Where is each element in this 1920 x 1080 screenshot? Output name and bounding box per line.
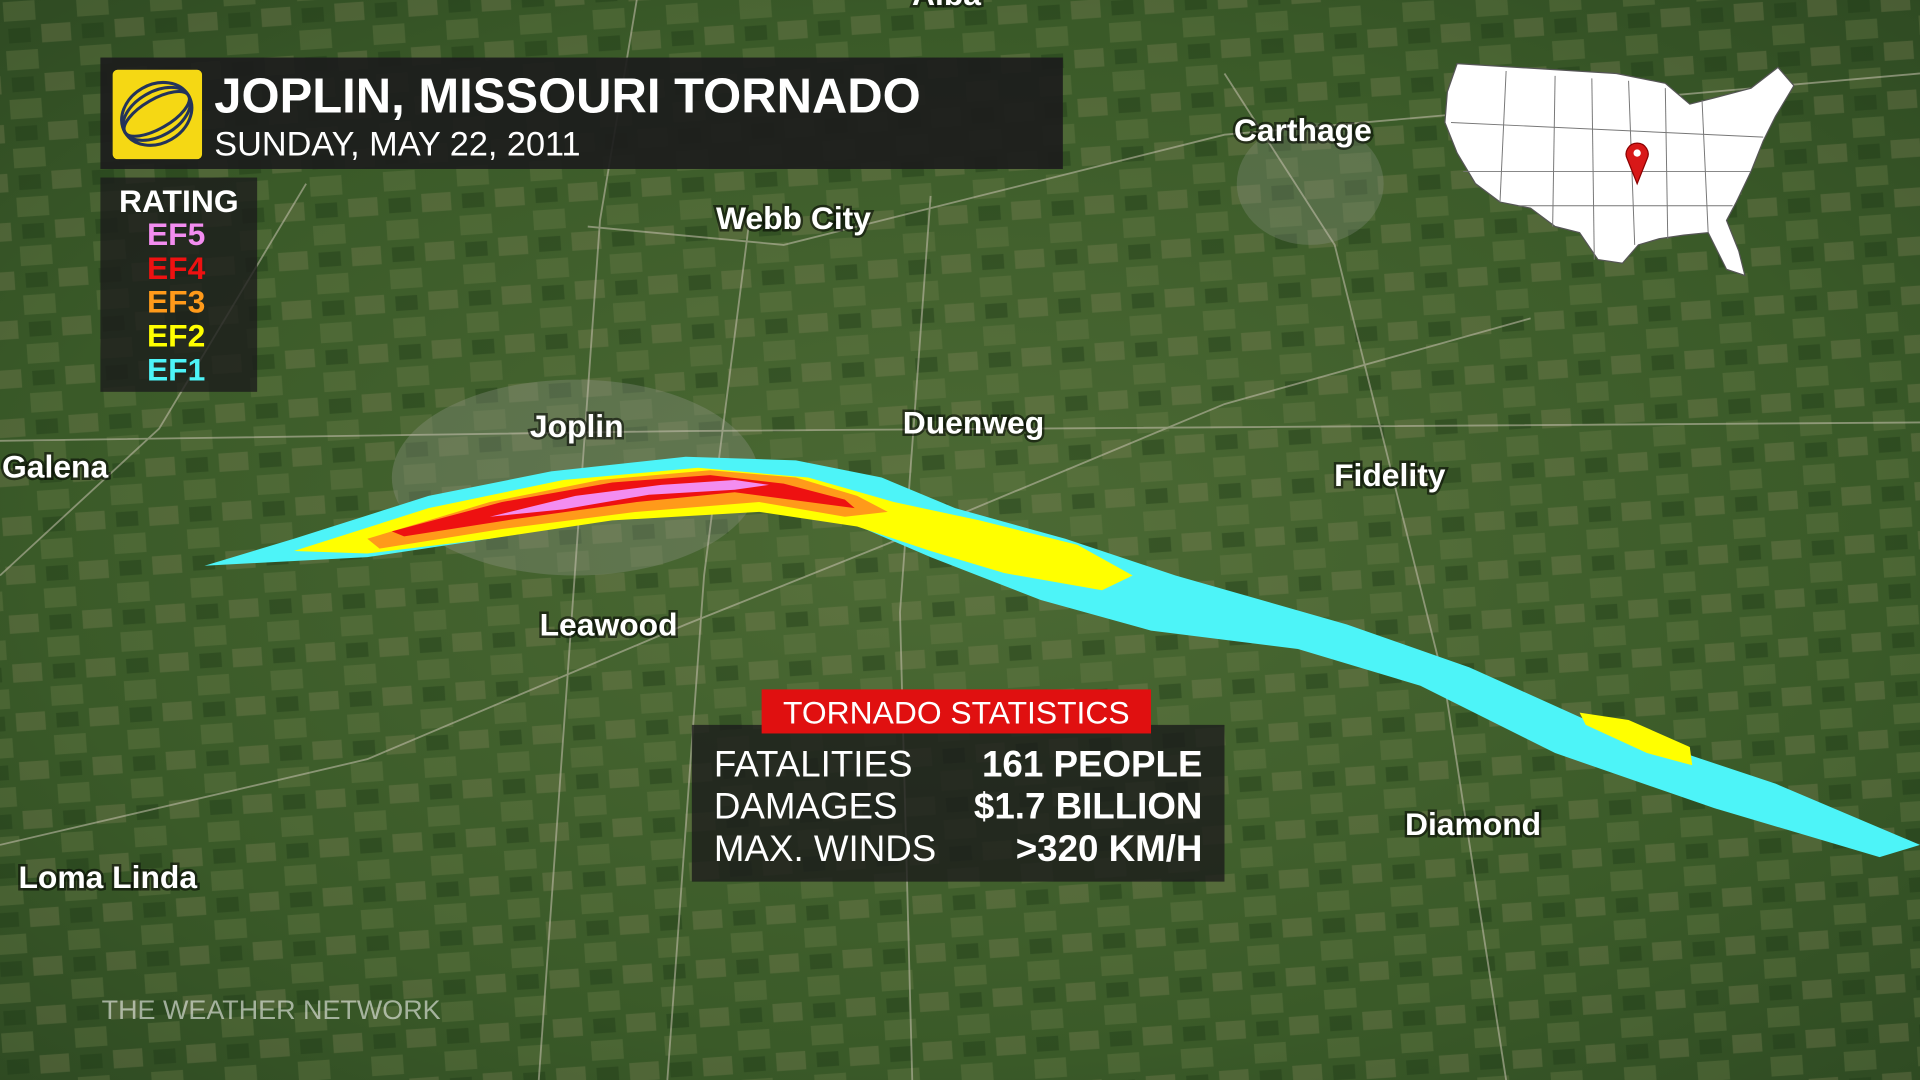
- place-label: Webb City: [716, 200, 871, 236]
- place-label: Loma Linda: [18, 859, 197, 895]
- stats-rows: FATALITIES 161 PEOPLE DAMAGES $1.7 BILLION M…: [714, 743, 1203, 868]
- place-label: Fidelity: [1334, 457, 1446, 493]
- ef5-zone: [489, 480, 769, 517]
- stat-value: 161 PEOPLE: [982, 743, 1202, 784]
- legend-label: EF4: [147, 250, 206, 286]
- ef1-zone: [204, 456, 1920, 858]
- tornado-track: [204, 456, 1920, 858]
- logo-icon: [112, 69, 203, 160]
- urban-area: [1236, 122, 1384, 245]
- legend-label: EF3: [147, 284, 205, 320]
- stat-value: >320 KM/H: [1016, 828, 1203, 869]
- date: SUNDAY, MAY 22, 2011: [214, 126, 580, 164]
- place-label: Alba: [912, 0, 981, 12]
- ef2-zone: [1579, 712, 1693, 766]
- place-label: Leawood: [540, 607, 678, 643]
- stats-title-box: [761, 689, 1152, 734]
- stat-label: FATALITIES: [714, 743, 913, 784]
- stats-title: TORNADO STATISTICS: [783, 695, 1130, 731]
- place-label: Galena: [2, 449, 108, 485]
- legend-label: EF5: [147, 216, 205, 252]
- place-label: Duenweg: [903, 404, 1044, 440]
- watermark: THE WEATHER NETWORK: [102, 995, 441, 1025]
- title: JOPLIN, MISSOURI TORNADO: [214, 70, 920, 124]
- place-label: Joplin: [530, 408, 624, 444]
- header-box: [100, 57, 1063, 169]
- stats-box: [691, 724, 1225, 882]
- stat-label: DAMAGES: [714, 786, 898, 827]
- legend-title: RATING: [119, 183, 239, 219]
- ef4-zone: [391, 475, 855, 537]
- us-inset-map: [1444, 63, 1795, 277]
- ef2-zone: [293, 467, 1133, 591]
- stat-label: MAX. WINDS: [714, 828, 936, 869]
- legend-box: [100, 177, 258, 392]
- place-label: Carthage: [1234, 112, 1372, 148]
- stat-value: $1.7 BILLION: [974, 786, 1203, 827]
- place-label: Diamond: [1405, 806, 1541, 842]
- legend-label: EF1: [147, 352, 205, 388]
- legend-label: EF2: [147, 318, 205, 354]
